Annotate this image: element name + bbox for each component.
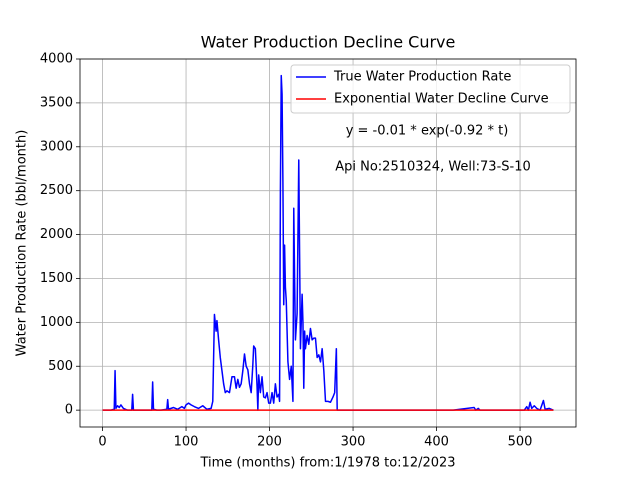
y-axis-label: Water Production Rate (bbl/month) (15, 130, 30, 357)
annotation: Api No:2510324, Well:73-S-10 (335, 160, 531, 175)
y-tick-label: 0 (65, 403, 73, 418)
x-tick-label: 400 (424, 435, 449, 450)
x-axis-label: Time (months) from:1/1978 to:12/2023 (199, 456, 455, 471)
y-tick-label: 1500 (40, 271, 73, 286)
x-tick-label: 0 (98, 435, 106, 450)
legend-label: Exponential Water Decline Curve (334, 92, 549, 107)
line-series (102, 74, 554, 411)
x-tick-label: 300 (341, 435, 366, 450)
annotation: y = -0.01 * exp(-0.92 * t) (346, 124, 509, 139)
y-tick-label: 3500 (40, 95, 73, 110)
y-tick-label: 500 (48, 359, 73, 374)
y-tick-label: 2500 (40, 183, 73, 198)
x-tick-label: 200 (257, 435, 282, 450)
y-tick-label: 3000 (40, 139, 73, 154)
y-tick-label: 2000 (40, 227, 73, 242)
x-tick-label: 100 (174, 435, 199, 450)
grid (80, 58, 576, 427)
chart-title: Water Production Decline Curve (201, 33, 456, 52)
plot-area (102, 74, 554, 411)
legend-box (290, 64, 571, 114)
x-tick-label: 500 (508, 435, 533, 450)
axes-frame (79, 58, 577, 428)
y-tick-label: 1000 (40, 315, 73, 330)
y-tick-label: 4000 (40, 52, 73, 67)
legend-label: True Water Production Rate (333, 70, 511, 85)
